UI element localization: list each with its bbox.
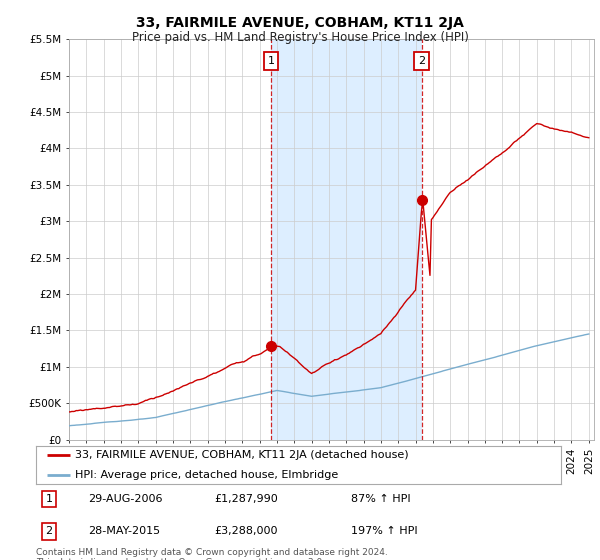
Text: HPI: Average price, detached house, Elmbridge: HPI: Average price, detached house, Elmb… xyxy=(76,470,338,480)
Text: Price paid vs. HM Land Registry's House Price Index (HPI): Price paid vs. HM Land Registry's House … xyxy=(131,31,469,44)
Text: 29-AUG-2006: 29-AUG-2006 xyxy=(89,494,163,504)
Text: 197% ↑ HPI: 197% ↑ HPI xyxy=(351,526,418,536)
Text: 33, FAIRMILE AVENUE, COBHAM, KT11 2JA: 33, FAIRMILE AVENUE, COBHAM, KT11 2JA xyxy=(136,16,464,30)
Text: 33, FAIRMILE AVENUE, COBHAM, KT11 2JA (detached house): 33, FAIRMILE AVENUE, COBHAM, KT11 2JA (d… xyxy=(76,450,409,460)
Text: 1: 1 xyxy=(46,494,53,504)
Text: £1,287,990: £1,287,990 xyxy=(215,494,278,504)
Text: 28-MAY-2015: 28-MAY-2015 xyxy=(89,526,161,536)
Text: Contains HM Land Registry data © Crown copyright and database right 2024.
This d: Contains HM Land Registry data © Crown c… xyxy=(36,548,388,560)
Text: 1: 1 xyxy=(268,56,275,66)
Text: 87% ↑ HPI: 87% ↑ HPI xyxy=(351,494,410,504)
Text: 2: 2 xyxy=(46,526,53,536)
Text: 2: 2 xyxy=(418,56,425,66)
Bar xyxy=(271,39,422,440)
Text: £3,288,000: £3,288,000 xyxy=(215,526,278,536)
